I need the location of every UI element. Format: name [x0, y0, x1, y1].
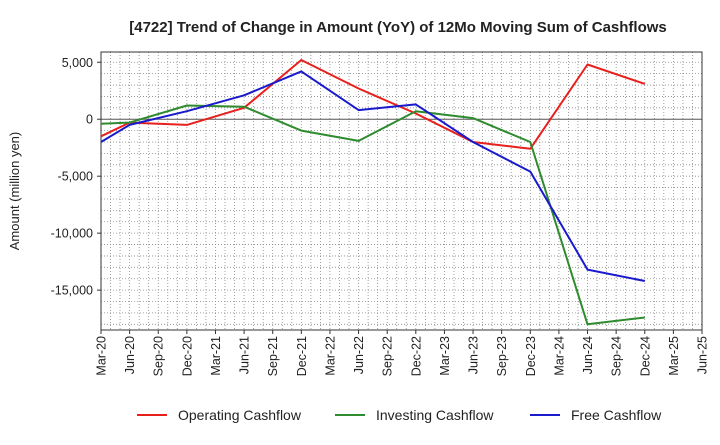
x-tick-label: Sep-23 [495, 336, 509, 376]
x-tick-label: Mar-24 [552, 336, 566, 376]
series-line-operating-cashflow [100, 59, 646, 150]
y-tick-label: -15,000 [51, 284, 93, 298]
x-tick-label: Jun-21 [238, 336, 252, 374]
x-tick-label: Jun-25 [696, 336, 710, 374]
x-tick-label: Sep-21 [266, 336, 280, 376]
x-tick-label: Jun-23 [467, 336, 481, 374]
y-axis-label: Amount (million yen) [7, 132, 22, 251]
y-tick-label: 0 [86, 113, 93, 127]
legend-label: Free Cashflow [571, 407, 662, 423]
series-line-free-cashflow [100, 70, 645, 282]
x-tick-label: Mar-21 [209, 336, 223, 376]
x-tick-label: Mar-23 [438, 336, 452, 376]
x-tick-label: Jun-20 [123, 336, 137, 374]
x-tick-label: Dec-23 [524, 336, 538, 376]
x-tick-label: Mar-20 [95, 336, 109, 376]
series-line-investing-cashflow [100, 104, 645, 326]
grid-layer [101, 52, 702, 330]
x-tick-label: Sep-20 [152, 336, 166, 376]
legend-label: Operating Cashflow [178, 407, 302, 423]
y-tick-label: -10,000 [51, 227, 93, 241]
y-tick-label: -5,000 [58, 170, 93, 184]
x-tick-label: Jun-24 [581, 336, 595, 374]
x-tick-label: Dec-20 [180, 336, 194, 376]
x-tick-label: Sep-22 [381, 336, 395, 376]
y-tick-label: 5,000 [62, 56, 93, 70]
legend: Operating Cashflow Investing Cashflow Free… [137, 407, 662, 423]
legend-label: Investing Cashflow [376, 407, 494, 423]
x-tick-label: Dec-24 [638, 336, 652, 376]
x-tick-label: Mar-25 [667, 336, 681, 376]
plot-frame [100, 51, 703, 331]
axis-layer: 5,000 0 -5,000 -10,000 -15,000 Mar-20 Jun-20 Se… [51, 51, 710, 376]
chart-title: [4722] Trend of Change in Amount (YoY) o… [129, 19, 667, 36]
x-tick-label: Mar-22 [323, 336, 337, 376]
x-tick-label: Jun-22 [352, 336, 366, 374]
x-tick-label: Dec-22 [409, 336, 423, 376]
x-tick-label: Dec-21 [295, 336, 309, 376]
series-layer [100, 59, 646, 326]
x-tick-label: Sep-24 [610, 336, 624, 376]
